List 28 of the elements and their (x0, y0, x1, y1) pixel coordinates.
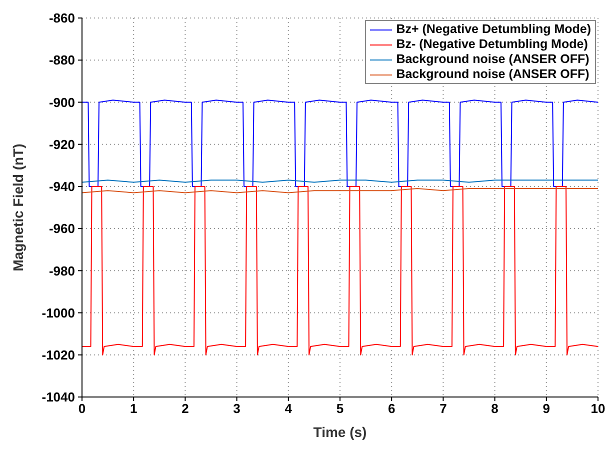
x-tick-label: 10 (590, 401, 606, 416)
x-axis-title: Time (s) (313, 424, 367, 440)
y-tick-label: -880 (48, 52, 75, 68)
x-tick-label: 0 (78, 401, 86, 416)
y-tick-label: -900 (48, 94, 75, 110)
x-tick-label: 8 (491, 401, 498, 416)
x-tick-label: 7 (440, 401, 447, 416)
x-tick-label: 2 (182, 401, 189, 416)
y-tick-label: -960 (48, 221, 75, 236)
legend-label: Bz- (Negative Detumbling Mode) (396, 37, 588, 52)
y-tick-label: -1040 (42, 390, 75, 405)
y-tick-label: -1000 (42, 305, 75, 320)
y-tick-label: -860 (48, 10, 75, 26)
line-series (82, 186, 598, 356)
legend-label: Bz+ (Negative Detumbling Mode) (396, 22, 591, 37)
y-tick-label: -940 (48, 179, 75, 194)
y-tick-label: -1020 (42, 348, 75, 363)
legend-label: Background noise (ANSER OFF) (396, 67, 590, 82)
y-tick-label: -980 (48, 263, 75, 278)
legend-label: Background noise (ANSER OFF) (396, 52, 590, 67)
x-tick-label: 5 (336, 401, 344, 416)
x-tick-label: 3 (233, 401, 240, 416)
y-axis-title: Magnetic Field (nT) (10, 144, 26, 272)
x-tick-label: 1 (130, 401, 138, 416)
x-tick-label: 6 (388, 401, 396, 416)
y-tick-label: -920 (48, 136, 75, 152)
x-tick-label: 4 (284, 401, 293, 416)
x-tick-label: 9 (542, 401, 550, 416)
